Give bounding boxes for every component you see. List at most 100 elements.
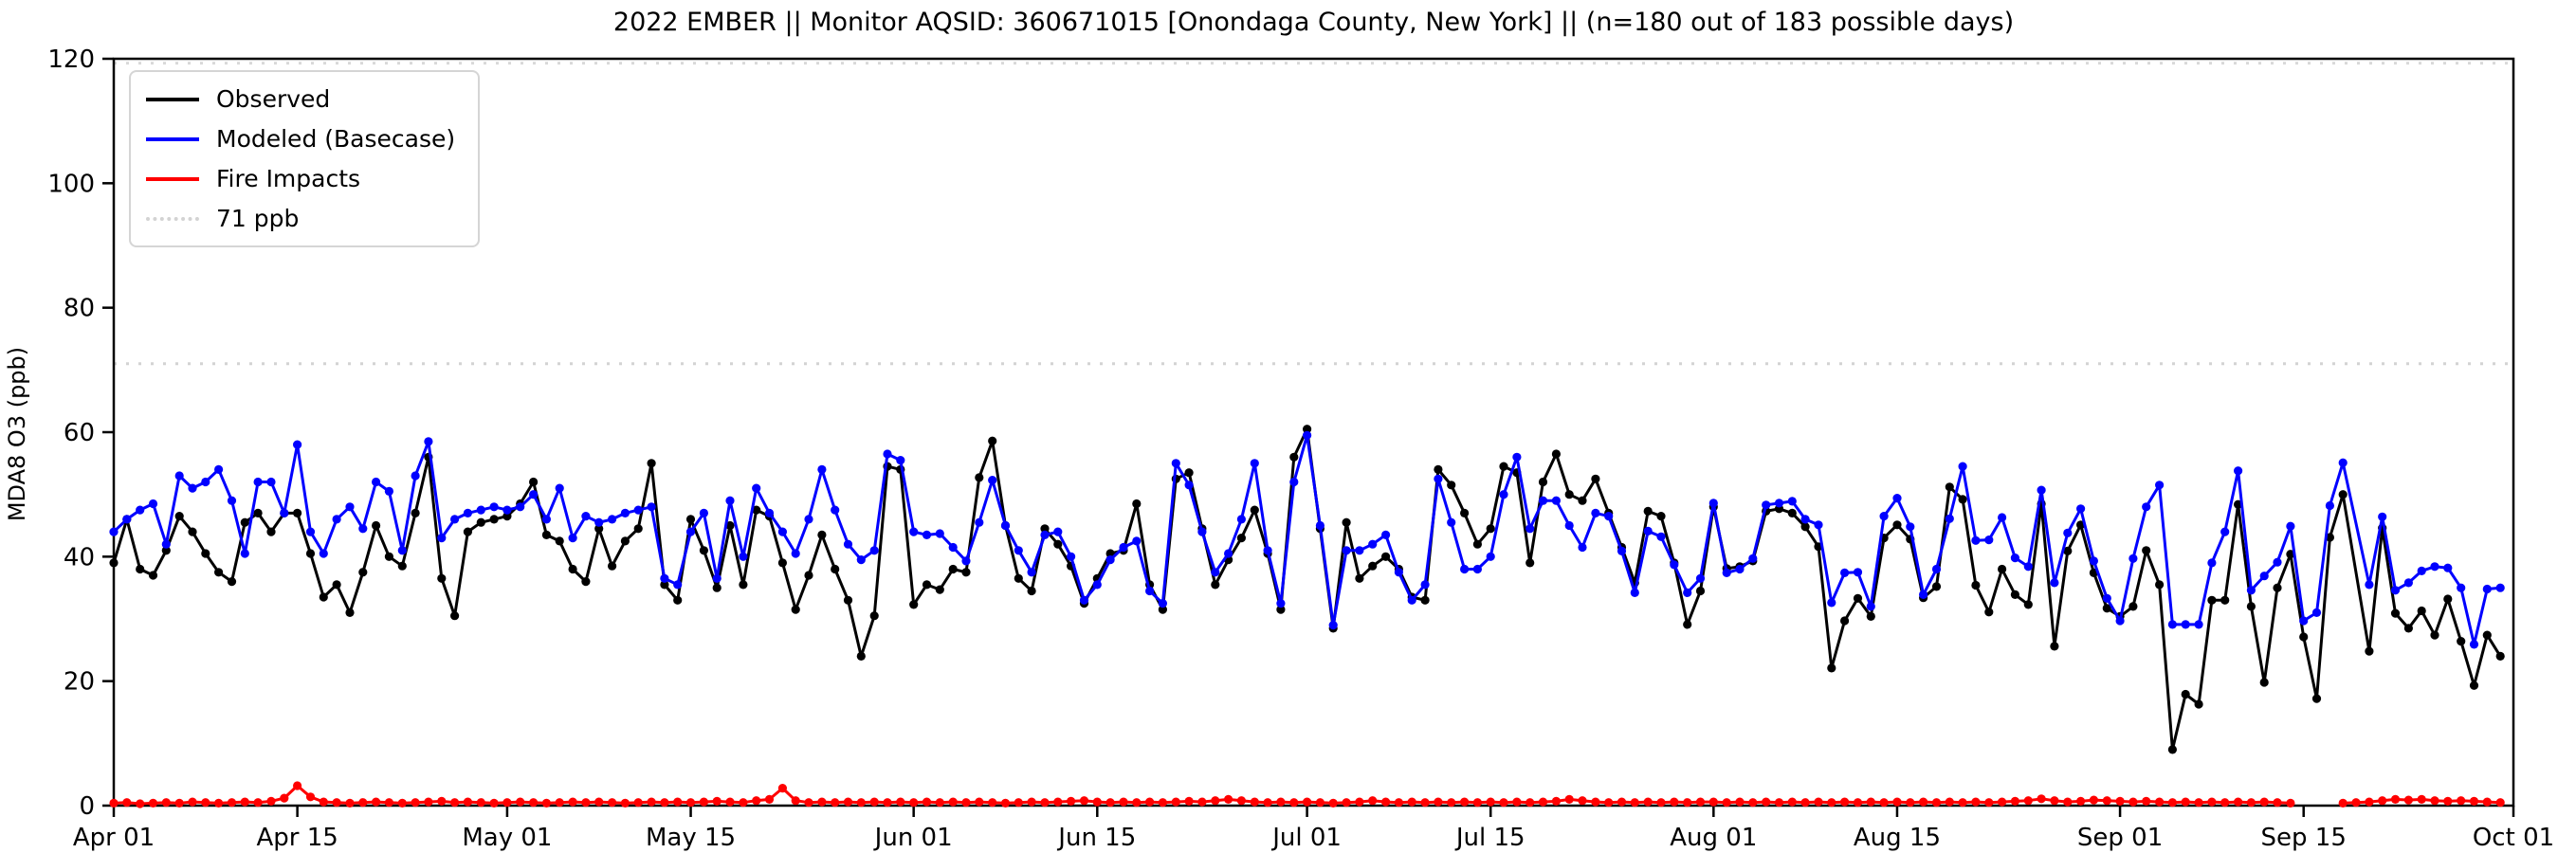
series-marker (2325, 533, 2334, 542)
series-marker (2495, 798, 2505, 808)
series-marker (253, 477, 263, 487)
series-marker (1486, 797, 1495, 807)
series-marker (2102, 604, 2111, 613)
series-marker (1630, 798, 1639, 808)
series-marker (2023, 796, 2033, 806)
x-tick-label: Apr 15 (256, 824, 338, 852)
series-marker (869, 611, 879, 621)
series-marker (791, 796, 800, 806)
y-tick-label: 120 (47, 45, 95, 74)
series-marker (1670, 560, 1679, 570)
series-marker (1683, 588, 1692, 598)
series-marker (293, 508, 302, 518)
series-marker (1289, 452, 1299, 462)
series-marker (2246, 798, 2256, 808)
series-marker (647, 459, 656, 468)
series-marker (2167, 798, 2177, 808)
series-marker (1866, 797, 1875, 807)
series-marker (1906, 798, 1915, 808)
x-tick-label: May 15 (646, 824, 736, 852)
series-marker (1105, 798, 1115, 808)
series-marker (2246, 602, 2256, 611)
series-marker (581, 798, 591, 808)
series-marker (1827, 798, 1836, 808)
series-marker (345, 798, 355, 808)
x-tick-label: Sep 15 (2261, 824, 2347, 852)
x-tick-label: Jun 01 (873, 824, 953, 852)
series-marker (1040, 530, 1050, 540)
series-marker (1119, 797, 1128, 807)
series-marker (685, 515, 696, 524)
series-marker (2089, 556, 2098, 566)
series-marker (332, 515, 341, 524)
series-marker (1132, 798, 1142, 808)
series-marker (1460, 797, 1470, 807)
series-marker (1866, 602, 1875, 611)
series-marker (2010, 554, 2019, 563)
series-marker (817, 464, 827, 474)
series-marker (1184, 796, 1194, 807)
series-marker (2443, 594, 2453, 604)
series-marker (502, 512, 512, 521)
x-tick-label: Sep 01 (2077, 824, 2163, 852)
series-marker (2128, 797, 2138, 807)
series-marker (673, 797, 683, 807)
series-marker (188, 483, 197, 493)
series-marker (791, 549, 800, 558)
series-marker (1460, 564, 1470, 574)
series-marker (1617, 797, 1627, 807)
series-marker (1708, 797, 1718, 807)
series-marker (764, 508, 775, 518)
series-marker (975, 797, 984, 807)
series-marker (2207, 797, 2217, 807)
series-marker (988, 476, 997, 485)
series-marker (489, 515, 499, 524)
series-marker (2390, 608, 2401, 618)
series-marker (174, 512, 184, 521)
series-marker (227, 798, 237, 808)
series-marker (214, 798, 224, 808)
series-marker (1184, 468, 1194, 478)
series-marker (1984, 535, 1994, 545)
series-marker (201, 477, 210, 487)
series-marker (2417, 606, 2426, 616)
series-marker (777, 558, 788, 568)
series-marker (909, 600, 919, 609)
series-marker (1998, 797, 2007, 807)
series-marker (1236, 534, 1246, 543)
series-marker (935, 798, 944, 808)
series-marker (502, 798, 512, 808)
series-marker (2194, 699, 2203, 709)
series-marker (227, 577, 237, 587)
series-marker (1787, 797, 1797, 807)
series-marker (345, 502, 355, 512)
series-marker (2234, 797, 2243, 807)
series-marker (1722, 568, 1731, 578)
series-marker (608, 515, 617, 524)
series-marker (148, 798, 158, 808)
series-marker (1892, 797, 1902, 807)
series-marker (136, 505, 145, 515)
series-marker (1079, 595, 1089, 605)
y-tick-label: 0 (79, 792, 95, 821)
series-marker (633, 798, 643, 808)
series-marker (1499, 490, 1508, 499)
series-marker (332, 580, 341, 590)
series-marker (2469, 796, 2479, 807)
series-marker (817, 797, 827, 807)
series-marker (2482, 584, 2492, 594)
series-marker (1014, 546, 1023, 555)
series-marker (2155, 797, 2165, 807)
series-marker (1762, 797, 1771, 807)
series-marker (896, 456, 905, 465)
series-marker (791, 605, 800, 614)
series-marker (647, 797, 656, 807)
series-marker (1394, 568, 1403, 577)
series-marker (424, 437, 433, 446)
series-marker (529, 477, 539, 487)
series-marker (1236, 515, 1246, 524)
series-marker (2259, 678, 2269, 687)
series-marker (201, 798, 210, 808)
series-marker (1892, 520, 1902, 530)
series-marker (1551, 496, 1561, 505)
